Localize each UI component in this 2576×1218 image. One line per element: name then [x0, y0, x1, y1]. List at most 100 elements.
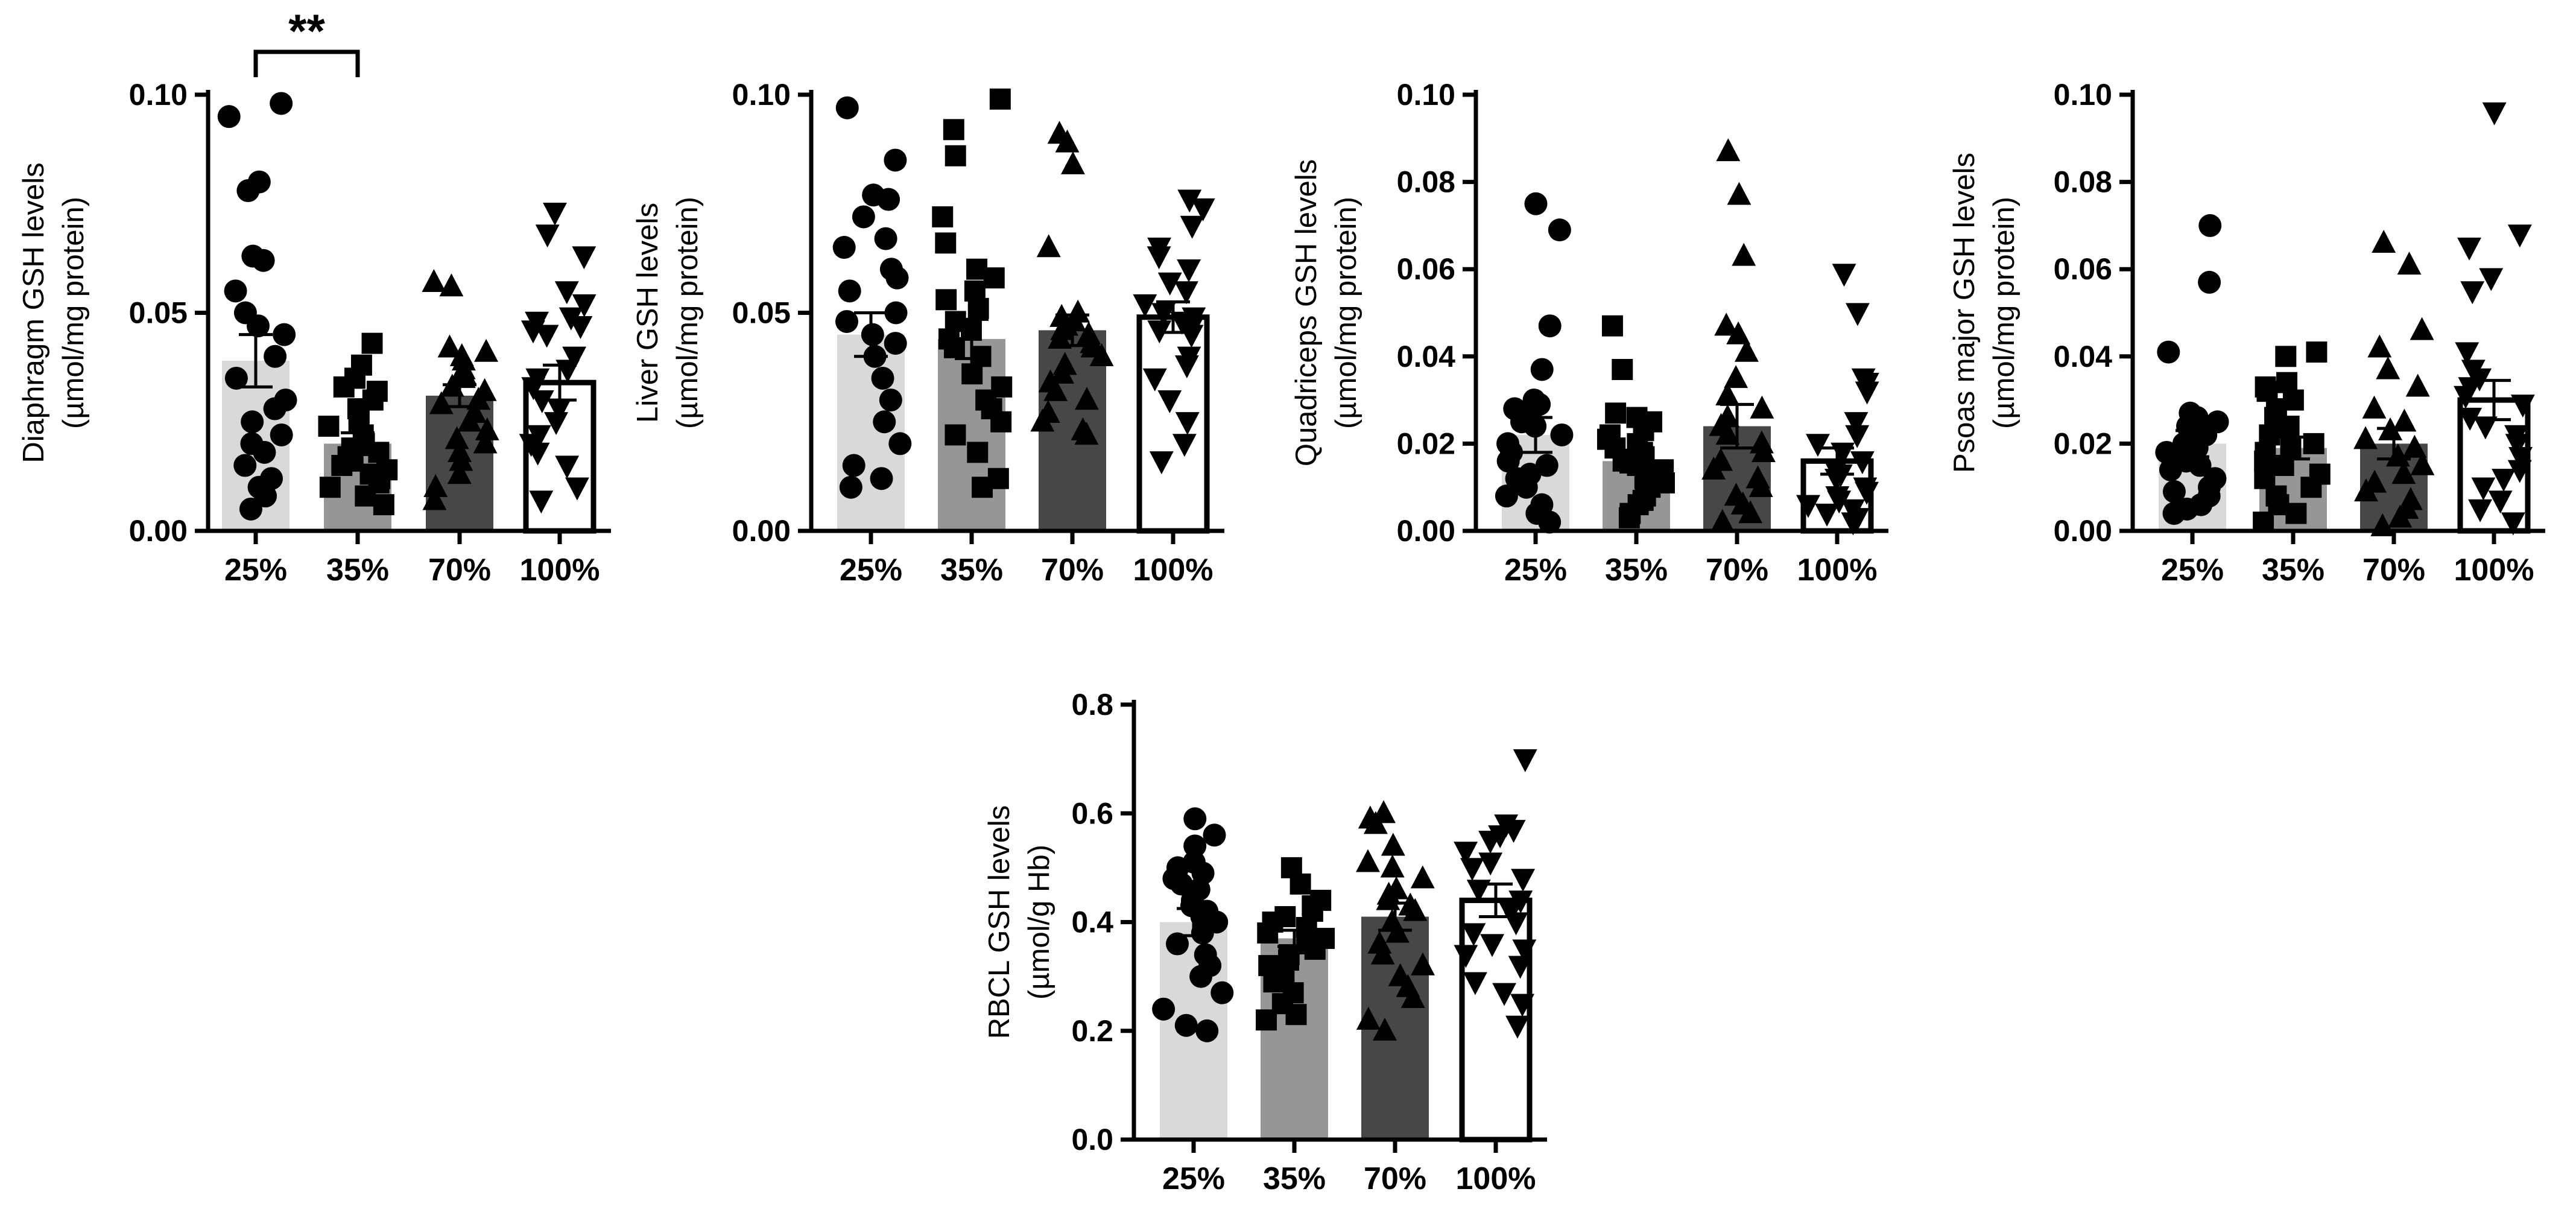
chart-liver-point-3-9 — [1151, 303, 1176, 326]
chart-psoas-point-2-2 — [2410, 317, 2434, 340]
chart-diaphragm-point-1-3 — [333, 376, 355, 398]
chart-diaphragm-point-0-21 — [254, 484, 277, 508]
chart-diaphragm-point-0-0 — [270, 92, 293, 115]
chart-diaphragm-points-1 — [318, 332, 398, 516]
chart-quadriceps-ytick-label-5: 0.10 — [1397, 78, 1455, 112]
chart-quadriceps-ytick-label-1: 0.02 — [1397, 427, 1455, 460]
chart-diaphragm-point-2-15 — [475, 417, 499, 440]
chart-liver-point-1-0 — [989, 88, 1011, 110]
chart-psoas-point-2-3 — [2367, 334, 2392, 358]
chart-quadriceps-point-0-10 — [1550, 423, 1574, 446]
chart-rbcl-errorbar-0 — [1177, 907, 1210, 937]
chart-liver-point-0-15 — [871, 366, 894, 390]
chart-psoas-point-3-17 — [2492, 469, 2516, 492]
chart-liver-errorbar-1 — [955, 317, 989, 360]
chart-quadriceps-ytick-label-4: 0.08 — [1397, 165, 1455, 199]
chart-rbcl: 0.0 0.2 0.4 0.6 0.8 25% 35% 70% 100% RBCL GSH lev… — [983, 688, 1547, 1196]
chart-liver-point-0-20 — [870, 467, 893, 490]
chart-psoas-point-3-16 — [2507, 460, 2532, 483]
chart-rbcl-point-3-8 — [1511, 869, 1536, 892]
chart-psoas-point-2-4 — [2376, 356, 2400, 379]
chart-liver-point-1-19 — [990, 411, 1012, 433]
chart-quadriceps-point-2-4 — [1726, 321, 1751, 344]
chart-psoas-point-1-0 — [2306, 341, 2328, 363]
chart-liver-errorbar-0 — [854, 311, 888, 358]
chart-psoas-point-3-20 — [2468, 499, 2493, 522]
chart-psoas-point-2-5 — [2405, 373, 2430, 397]
chart-liver-point-2-3 — [1036, 234, 1061, 258]
chart-psoas-points-1 — [2253, 341, 2331, 533]
chart-psoas-points-0 — [2155, 214, 2229, 525]
chart-psoas-errorbar-0 — [2176, 429, 2209, 458]
chart-quadriceps-category-label-2: 70% — [1706, 553, 1768, 588]
chart-liver-point-0-18 — [888, 432, 912, 455]
chart-psoas-point-3-21 — [2501, 512, 2525, 536]
chart-psoas-point-0-21 — [2162, 502, 2186, 525]
chart-psoas-point-1-20 — [2285, 503, 2307, 524]
chart-diaphragm-point-2-0 — [422, 269, 446, 293]
chart-rbcl-point-2-19 — [1400, 985, 1425, 1008]
chart-liver-point-3-0 — [1177, 189, 1202, 213]
chart-quadriceps-errorbar-2 — [1720, 402, 1754, 450]
chart-liver-category-label-1: 35% — [940, 553, 1003, 588]
chart-liver-point-0-9 — [838, 279, 861, 303]
chart-psoas-errorbar-3 — [2477, 379, 2511, 422]
chart-quadriceps-point-3-5 — [1844, 412, 1869, 436]
chart-quadriceps-point-2-17 — [1748, 474, 1773, 497]
chart-psoas-ytick-label-1: 0.02 — [2054, 427, 2112, 460]
chart-quadriceps: 0.00 0.02 0.04 0.06 0.08 0.10 25% 35% 70% 100% Qua… — [1290, 78, 1888, 588]
chart-diaphragm-point-3-4 — [572, 294, 597, 317]
chart-psoas-ylabel: Psoas major GSH levels — [1948, 153, 1981, 473]
chart-rbcl-points-0 — [1152, 807, 1234, 1042]
chart-psoas-point-3-18 — [2471, 477, 2496, 501]
chart-liver-point-3-14 — [1179, 325, 1204, 348]
chart-diaphragm-point-3-10 — [562, 346, 587, 370]
chart-psoas-point-2-13 — [2391, 461, 2416, 484]
chart-quadriceps-point-3-7 — [1806, 434, 1830, 457]
chart-diaphragm-point-3-21 — [565, 477, 589, 501]
chart-liver-category-label-2: 70% — [1041, 553, 1104, 588]
chart-quadriceps-point-3-21 — [1841, 512, 1866, 536]
chart-liver-category-label-0: 25% — [840, 553, 902, 588]
chart-diaphragm-points-3 — [519, 203, 597, 514]
chart-diaphragm-point-2-2 — [437, 334, 462, 358]
chart-psoas-ytick-label-2: 0.04 — [2054, 340, 2113, 373]
chart-psoas-point-3-10 — [2510, 395, 2535, 418]
chart-diaphragm-point-3-19 — [525, 442, 550, 466]
chart-diaphragm-point-0-6 — [224, 279, 247, 303]
chart-diaphragm-point-3-16 — [544, 412, 569, 436]
chart-liver-point-1-9 — [967, 297, 989, 319]
chart-psoas-ytick-label-3: 0.06 — [2054, 252, 2112, 286]
chart-psoas-point-2-6 — [2362, 395, 2387, 419]
chart-diaphragm-point-2-20 — [447, 461, 472, 484]
chart-psoas-category-label-2: 70% — [2362, 553, 2425, 588]
chart-rbcl-point-3-0 — [1513, 749, 1537, 772]
chart-diaphragm-point-1-23 — [373, 494, 394, 516]
chart-liver-point-3-20 — [1172, 434, 1197, 457]
chart-psoas-ytick-label-5: 0.10 — [2054, 78, 2112, 112]
chart-psoas-point-1-17 — [2300, 477, 2322, 498]
chart-liver-points-0 — [832, 96, 912, 499]
chart-diaphragm-point-0-3 — [236, 179, 260, 203]
chart-rbcl-point-1-21 — [1256, 1009, 1277, 1031]
chart-liver-point-0-4 — [852, 205, 875, 229]
chart-rbcl-point-2-5 — [1380, 854, 1405, 878]
chart-quadriceps-point-0-14 — [1535, 454, 1559, 477]
chart-quadriceps-point-3-9 — [1850, 451, 1875, 475]
chart-psoas-point-0-17 — [2162, 480, 2186, 503]
chart-psoas-point-3-1 — [2507, 224, 2532, 248]
chart-diaphragm-point-0-17 — [253, 440, 276, 464]
chart-liver-point-2-18 — [1074, 387, 1099, 410]
chart-quadriceps-errorbar-3 — [1820, 446, 1854, 476]
chart-quadriceps-point-1-0 — [1601, 315, 1623, 337]
chart-rbcl-point-1-11 — [1304, 939, 1326, 960]
chart-psoas-point-0-1 — [2198, 270, 2221, 294]
chart-psoas-point-2-15 — [2354, 478, 2378, 502]
chart-liver-ylabel-unit: (µmol/mg protein) — [671, 197, 704, 429]
chart-diaphragm-point-3-3 — [554, 281, 579, 305]
chart-rbcl-point-2-16 — [1411, 952, 1435, 975]
chart-rbcl-point-0-0 — [1183, 807, 1207, 831]
chart-quadriceps-ytick-label-2: 0.04 — [1397, 340, 1456, 373]
chart-psoas-point-3-19 — [2488, 490, 2513, 514]
chart-rbcl-point-3-18 — [1463, 972, 1487, 995]
